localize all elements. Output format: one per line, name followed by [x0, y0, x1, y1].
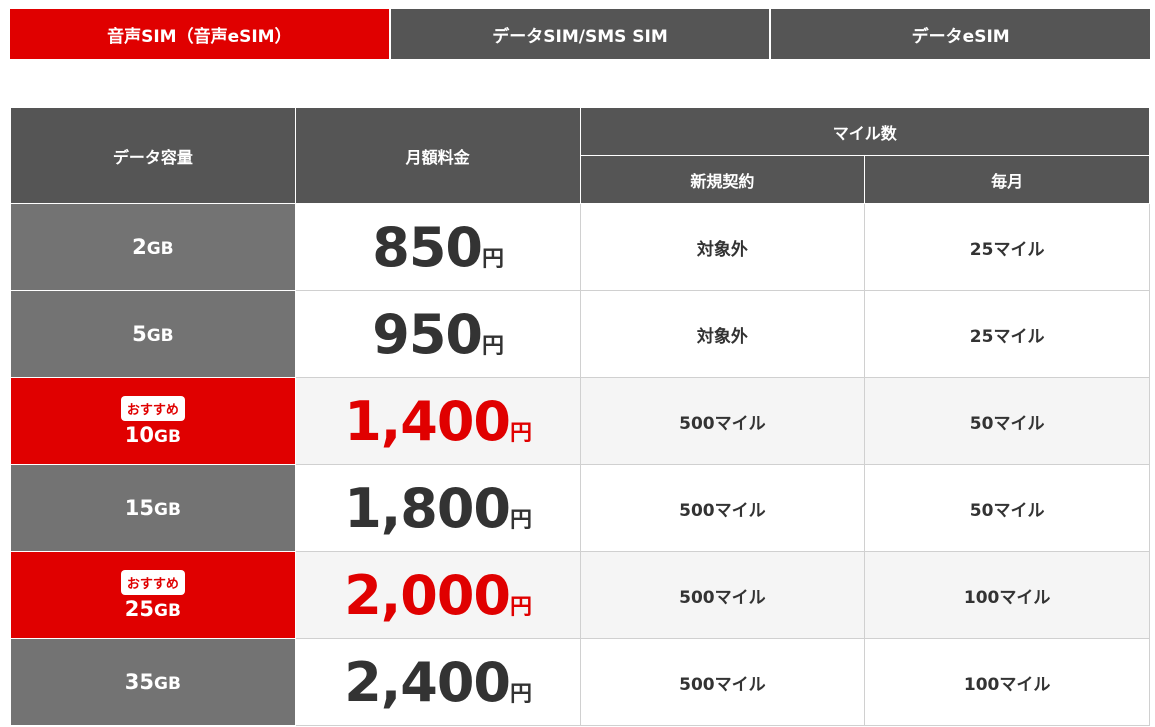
new-contract-miles: 対象外 — [579, 290, 866, 378]
data-capacity-cell: 35GB — [10, 638, 296, 726]
gb-unit: GB — [154, 427, 181, 447]
tab-data-esim[interactable]: データeSIM — [771, 9, 1151, 59]
tab-voice-sim[interactable]: 音声SIM（音声eSIM） — [10, 9, 389, 59]
gb-value: 5 — [132, 322, 147, 346]
yen-unit: 円 — [481, 246, 504, 272]
yen-unit: 円 — [510, 507, 532, 533]
recommended-badge: おすすめ — [120, 570, 185, 595]
gb-unit: GB — [154, 500, 181, 520]
table-row: おすすめ 25GB 2,000円 500マイル 100マイル — [10, 551, 1150, 639]
price-value: 1,400 — [344, 389, 511, 453]
gb-value: 10 — [124, 423, 155, 447]
table-row: 5GB 950円 対象外 25マイル — [10, 290, 1150, 378]
gb-value: 2 — [132, 235, 147, 259]
price-value: 2,000 — [344, 563, 511, 627]
table-row: 35GB 2,400円 500マイル 100マイル — [10, 638, 1150, 726]
data-capacity-cell: 15GB — [10, 464, 296, 552]
data-capacity-cell: 2GB — [10, 203, 296, 291]
sim-type-tabs: 音声SIM（音声eSIM） データSIM/SMS SIM データeSIM — [10, 9, 1151, 59]
monthly-miles: 100マイル — [864, 551, 1150, 639]
monthly-miles: 100マイル — [864, 638, 1150, 726]
price-cell: 1,800円 — [294, 464, 581, 552]
new-contract-miles: 対象外 — [579, 203, 866, 291]
monthly-miles: 50マイル — [864, 464, 1150, 552]
yen-unit: 円 — [510, 594, 532, 620]
yen-unit: 円 — [481, 333, 504, 359]
monthly-miles: 25マイル — [864, 203, 1150, 291]
new-contract-miles: 500マイル — [579, 551, 866, 639]
monthly-miles: 50マイル — [864, 377, 1150, 465]
gb-unit: GB — [146, 239, 174, 259]
header-miles: マイル数 — [579, 107, 1150, 156]
price-cell: 2,000円 — [294, 551, 581, 639]
price-value: 950 — [372, 302, 483, 366]
gb-unit: GB — [154, 601, 181, 621]
header-monthly: 毎月 — [864, 155, 1150, 204]
pricing-table: データ容量 月額料金 マイル数 新規契約 毎月 2GB 850円 対象外 25マ… — [10, 107, 1150, 726]
price-cell: 1,400円 — [294, 377, 581, 465]
table-row: おすすめ 10GB 1,400円 500マイル 50マイル — [10, 377, 1150, 465]
yen-unit: 円 — [510, 420, 532, 446]
price-value: 1,800 — [344, 476, 511, 540]
data-capacity-cell: おすすめ 25GB — [10, 551, 296, 639]
price-value: 850 — [372, 215, 483, 279]
gb-value: 35 — [124, 670, 155, 694]
recommended-badge: おすすめ — [120, 396, 185, 421]
yen-unit: 円 — [510, 681, 532, 707]
new-contract-miles: 500マイル — [579, 638, 866, 726]
header-new-contract: 新規契約 — [579, 155, 866, 204]
gb-value: 15 — [124, 496, 155, 520]
price-cell: 850円 — [294, 203, 581, 291]
price-value: 2,400 — [344, 650, 511, 714]
price-cell: 2,400円 — [294, 638, 581, 726]
gb-unit: GB — [146, 326, 174, 346]
data-capacity-cell: おすすめ 10GB — [10, 377, 296, 465]
monthly-miles: 25マイル — [864, 290, 1150, 378]
table-row: 15GB 1,800円 500マイル 50マイル — [10, 464, 1150, 552]
header-data-capacity: データ容量 — [10, 107, 296, 204]
header-monthly-price: 月額料金 — [294, 107, 581, 204]
tab-data-sim[interactable]: データSIM/SMS SIM — [390, 9, 770, 59]
data-capacity-cell: 5GB — [10, 290, 296, 378]
table-row: 2GB 850円 対象外 25マイル — [10, 203, 1150, 291]
gb-unit: GB — [154, 674, 181, 694]
new-contract-miles: 500マイル — [579, 377, 866, 465]
price-cell: 950円 — [294, 290, 581, 378]
gb-value: 25 — [124, 597, 155, 621]
new-contract-miles: 500マイル — [579, 464, 866, 552]
